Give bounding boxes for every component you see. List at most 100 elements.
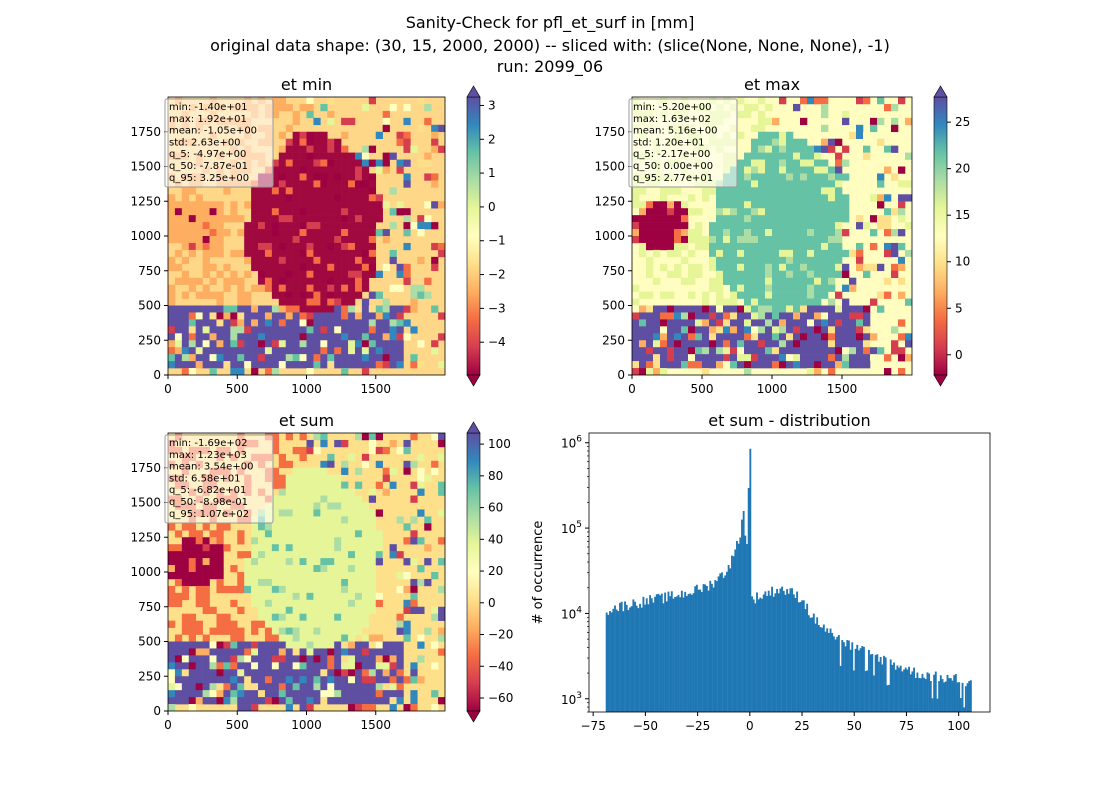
heatmap-cell <box>737 180 745 188</box>
heatmap-cell <box>258 578 266 587</box>
heatmap-cell <box>821 284 829 292</box>
heatmap-cell <box>313 551 321 559</box>
heatmap-cell <box>292 305 300 313</box>
histogram-bar <box>804 609 807 712</box>
heatmap-cell <box>292 263 300 272</box>
heatmap-cell <box>320 467 328 475</box>
heatmap-cell <box>389 585 397 594</box>
heatmap-cell <box>188 368 196 375</box>
heatmap-cell <box>716 312 724 320</box>
heatmap-cell <box>341 263 349 272</box>
heatmap-cell <box>327 263 335 272</box>
histogram-bar <box>896 665 899 712</box>
heatmap-cell <box>716 256 724 265</box>
heatmap-cell <box>320 578 328 587</box>
heatmap-cell <box>334 270 342 278</box>
heatmap-cell <box>271 361 280 369</box>
heatmap-cell <box>244 585 252 594</box>
heatmap-cell <box>368 229 377 237</box>
heatmap-cell <box>244 704 252 711</box>
heatmap-cell <box>313 523 321 531</box>
heatmap-cell <box>695 312 703 320</box>
heatmap-cell <box>660 347 668 355</box>
heatmap-cell <box>807 284 815 292</box>
histogram-bar <box>926 672 929 712</box>
heatmap-cell <box>807 305 815 313</box>
stats-line: q_95: 1.07e+02 <box>169 509 249 520</box>
heatmap-cell <box>758 333 766 341</box>
heatmap-cell <box>417 488 425 496</box>
heatmap-cell <box>299 229 307 237</box>
heatmap-cell <box>765 194 773 202</box>
heatmap-cell <box>174 669 183 677</box>
heatmap-cell <box>800 256 808 265</box>
heatmap-cell <box>223 648 231 656</box>
heatmap-cell <box>271 256 280 265</box>
heatmap-cell <box>807 180 815 188</box>
heatmap-cell <box>354 655 363 663</box>
heatmap-cell <box>271 592 280 601</box>
heatmap-cell <box>195 236 203 244</box>
heatmap-cell <box>195 326 203 334</box>
heatmap-cell <box>341 509 349 517</box>
heatmap-cell <box>306 578 314 587</box>
heatmap-cell <box>327 229 335 237</box>
stats-line: max: 1.92e+01 <box>169 114 247 125</box>
heatmap-cell <box>821 124 829 133</box>
heatmap-cell <box>744 319 752 327</box>
heatmap-cell <box>216 662 224 670</box>
heatmap-cell <box>382 298 390 306</box>
heatmap-cell <box>348 509 356 517</box>
heatmap-cell <box>814 145 822 153</box>
heatmap-cell <box>299 152 307 160</box>
heatmap-cell <box>299 138 307 146</box>
heatmap-cell <box>258 256 266 265</box>
heatmap-cell <box>410 606 418 614</box>
y-tick-label: 1500 <box>130 160 161 174</box>
heatmap-cell <box>660 194 668 202</box>
heatmap-cell <box>306 509 314 517</box>
heatmap-cell <box>327 648 335 656</box>
heatmap-cell <box>382 166 390 174</box>
heatmap-cell <box>646 354 654 362</box>
heatmap-cell <box>765 291 773 299</box>
heatmap-cell <box>202 215 210 223</box>
heatmap-cell <box>348 627 356 635</box>
heatmap-cell <box>230 662 238 670</box>
heatmap-cell <box>828 138 836 146</box>
heatmap-cell <box>375 319 383 327</box>
heatmap-cell <box>765 249 773 258</box>
heatmap-cell <box>667 305 675 313</box>
heatmap-cell <box>202 662 210 670</box>
heatmap-cell <box>278 530 287 538</box>
heatmap-cell <box>174 641 183 649</box>
heatmap-cell <box>278 229 287 237</box>
heatmap-cell <box>299 453 307 462</box>
heatmap-cell <box>821 229 829 237</box>
heatmap-cell <box>320 173 328 181</box>
heatmap-cell <box>202 676 210 684</box>
heatmap-cell <box>168 354 176 362</box>
heatmap-cell <box>195 194 203 202</box>
heatmap-cell <box>327 361 335 369</box>
heatmap-cell <box>216 697 224 705</box>
x-tick-label: 100 <box>947 719 970 733</box>
heatmap-cell <box>403 558 411 566</box>
heatmap-cell <box>354 229 363 237</box>
heatmap-cell <box>341 676 349 684</box>
heatmap-cell <box>382 340 390 348</box>
heatmap-cell <box>863 340 871 348</box>
heatmap-cell <box>354 361 363 369</box>
heatmap-cell <box>258 208 266 216</box>
heatmap-cell <box>751 305 759 313</box>
heatmap-cell <box>646 256 654 265</box>
heatmap-cell <box>674 263 682 272</box>
heatmap-cell <box>341 697 349 705</box>
heatmap-cell <box>320 697 328 705</box>
heatmap-cell <box>403 180 411 188</box>
heatmap-cell <box>856 131 864 139</box>
heatmap-cell <box>410 145 418 153</box>
heatmap-cell <box>905 117 912 126</box>
heatmap-cell <box>320 277 328 285</box>
heatmap-cell <box>368 565 377 573</box>
